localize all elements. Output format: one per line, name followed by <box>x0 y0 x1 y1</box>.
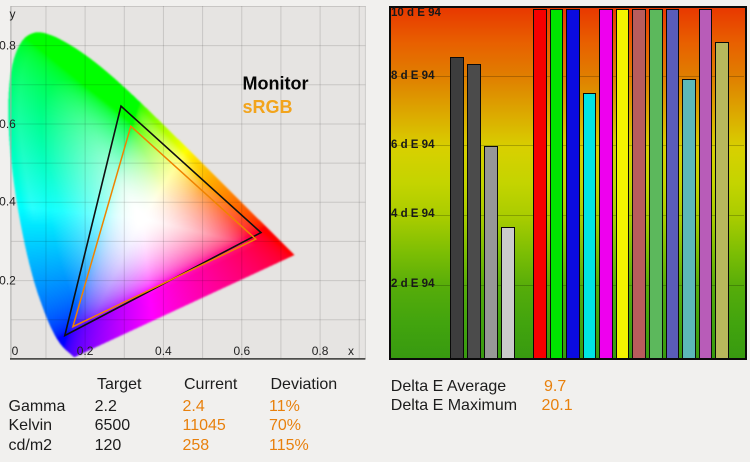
svg-text:sRGB: sRGB <box>243 97 293 117</box>
svg-text:0: 0 <box>12 344 19 358</box>
svg-text:y: y <box>10 7 16 21</box>
svg-text:x: x <box>348 344 354 358</box>
svg-text:0.2: 0.2 <box>77 344 94 358</box>
svg-text:0.6: 0.6 <box>0 117 16 131</box>
svg-text:0.4: 0.4 <box>155 344 172 358</box>
svg-text:0.4: 0.4 <box>0 194 16 208</box>
svg-text:0.8: 0.8 <box>312 344 329 358</box>
svg-text:Monitor: Monitor <box>243 74 309 94</box>
svg-text:0.2: 0.2 <box>0 274 16 288</box>
svg-text:0.8: 0.8 <box>0 39 16 53</box>
svg-text:0.6: 0.6 <box>233 344 250 358</box>
